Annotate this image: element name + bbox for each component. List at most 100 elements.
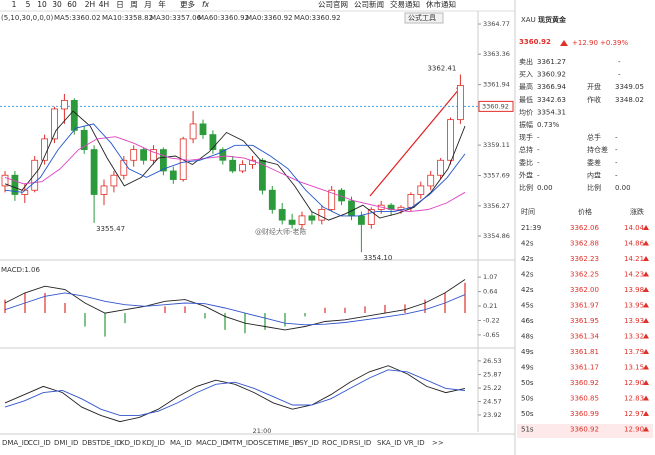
last-price-label: 3360.92 xyxy=(482,102,509,110)
indicator-tab[interactable]: KDJ_ID xyxy=(142,439,165,447)
indicator-tab[interactable]: VR_ID xyxy=(404,439,425,447)
candle-body xyxy=(120,159,128,176)
candle-body xyxy=(417,185,425,195)
indicator-tab[interactable]: PSY_ID xyxy=(295,439,319,447)
quote-value: 0.00 xyxy=(615,184,631,192)
indicator-tab[interactable]: >> xyxy=(432,439,444,447)
quote-value: - xyxy=(615,146,618,154)
period-tab[interactable]: 5 xyxy=(26,0,31,9)
candle-body xyxy=(447,119,454,161)
period-tab[interactable]: 2H xyxy=(85,0,95,9)
trade-change: 13.95 xyxy=(624,302,644,310)
trade-arrow xyxy=(643,302,649,308)
trade-change: 13.79 xyxy=(624,348,644,356)
trade-price: 3360.92 xyxy=(570,379,599,387)
quote-value: - xyxy=(537,134,540,142)
quote-label: 现手 xyxy=(519,133,533,142)
candle-body xyxy=(456,85,464,121)
quote-value: - xyxy=(537,171,540,179)
quote-label: 振幅 xyxy=(519,120,533,129)
ma-value: MA10:3358.82 xyxy=(102,14,153,22)
y-tick-label: 23.92 xyxy=(483,411,502,419)
indicator-line xyxy=(4,365,466,423)
quote-label: 最低 xyxy=(519,95,533,104)
link[interactable]: 交易通知 xyxy=(390,0,420,9)
trade-change: 12.97 xyxy=(624,410,644,418)
indicator-tab[interactable]: SKA_ID xyxy=(377,439,402,447)
indicator-tab[interactable]: MTM_ID xyxy=(226,439,253,447)
indicator-tab[interactable]: DBSTDE_ID xyxy=(82,439,122,447)
quote-value: - xyxy=(537,146,540,154)
indicator-line xyxy=(4,136,466,213)
quote-value: 0.00 xyxy=(537,184,553,192)
trade-change: 13.15 xyxy=(624,364,644,372)
quote-label: 最高 xyxy=(519,82,533,91)
candle-body xyxy=(1,174,9,187)
trade-price: 3361.81 xyxy=(570,348,599,356)
trade-price: 3362.25 xyxy=(570,271,599,279)
candle-body xyxy=(209,134,217,150)
indicator-tab[interactable]: DMI_ID xyxy=(54,439,78,447)
indicator-tab[interactable]: OSCETIME_ID xyxy=(253,439,300,447)
trade-arrow xyxy=(643,271,649,277)
quote-label: 持仓差 xyxy=(587,145,608,154)
quote-label: 总手 xyxy=(587,133,601,142)
trade-time: 51s xyxy=(521,426,534,434)
time-label: 21:00 xyxy=(253,427,272,435)
trade-arrow xyxy=(643,380,649,385)
candle-body xyxy=(219,149,227,161)
up-arrow xyxy=(560,40,568,46)
trade-arrow xyxy=(643,240,649,246)
quote-label: 委比 xyxy=(519,158,533,167)
trade-arrow xyxy=(643,256,649,261)
more-button[interactable]: 更多 xyxy=(180,0,195,9)
fx-button[interactable]: fx xyxy=(202,0,210,9)
candle-body xyxy=(199,123,207,136)
trade-price: 3360.92 xyxy=(570,426,599,434)
period-tab[interactable]: 60 xyxy=(67,0,77,9)
period-tab[interactable]: 30 xyxy=(52,0,62,9)
candle-body xyxy=(159,149,167,172)
trade-change: 13.98 xyxy=(624,286,644,294)
candle-body xyxy=(437,159,445,176)
period-tab[interactable]: 年 xyxy=(158,0,166,9)
ma-value: MA60:3360.92 xyxy=(198,14,249,22)
period-tab[interactable]: 周 xyxy=(130,0,138,9)
trade-change: 12.90 xyxy=(624,426,644,434)
candle-body xyxy=(288,219,296,225)
candle-body xyxy=(100,185,108,195)
tools-label[interactable]: 公式工具 xyxy=(408,13,436,22)
trade-time: 48s xyxy=(521,333,534,341)
quote-label: 内盘 xyxy=(587,170,601,179)
candle-body xyxy=(278,209,286,221)
trade-price: 3360.99 xyxy=(570,410,599,418)
period-tab[interactable]: 日 xyxy=(116,0,124,9)
period-tab[interactable]: 1 xyxy=(12,0,17,9)
tools-button[interactable] xyxy=(404,12,444,24)
trade-change: 12.90 xyxy=(624,379,644,387)
y-tick-label: 3357.69 xyxy=(483,171,510,179)
y-tick-label: 25.22 xyxy=(483,384,502,392)
link[interactable]: 公司官网 xyxy=(318,0,348,9)
quote-value: - xyxy=(615,159,618,167)
period-tab[interactable]: 10 xyxy=(37,0,47,9)
candle-body xyxy=(308,215,316,221)
link[interactable]: 公司新闻 xyxy=(354,0,384,9)
indicator-tab[interactable]: MA_ID xyxy=(170,439,192,447)
trade-change: 14.23 xyxy=(624,271,644,279)
indicator-tab[interactable]: KD_ID xyxy=(120,439,141,447)
link[interactable]: 休市通知 xyxy=(426,0,456,9)
indicator-tab[interactable]: MACD_ID xyxy=(196,439,228,447)
period-tab[interactable]: 4H xyxy=(99,0,109,9)
period-tab[interactable]: 月 xyxy=(144,0,152,9)
trade-price: 3361.97 xyxy=(570,302,599,310)
ma-params: (5,10,30,0,0,0) xyxy=(1,14,53,22)
indicator-tab[interactable]: RSI_ID xyxy=(349,439,371,447)
indicator-tab[interactable]: CCI_ID xyxy=(28,439,51,447)
candle-body xyxy=(51,108,58,140)
ma-value: MA0:3360.92 xyxy=(294,14,341,22)
candle-body xyxy=(140,149,148,161)
indicator-tab[interactable]: DMA_ID xyxy=(2,439,29,447)
indicator-tab[interactable]: ROC_ID xyxy=(322,439,348,447)
